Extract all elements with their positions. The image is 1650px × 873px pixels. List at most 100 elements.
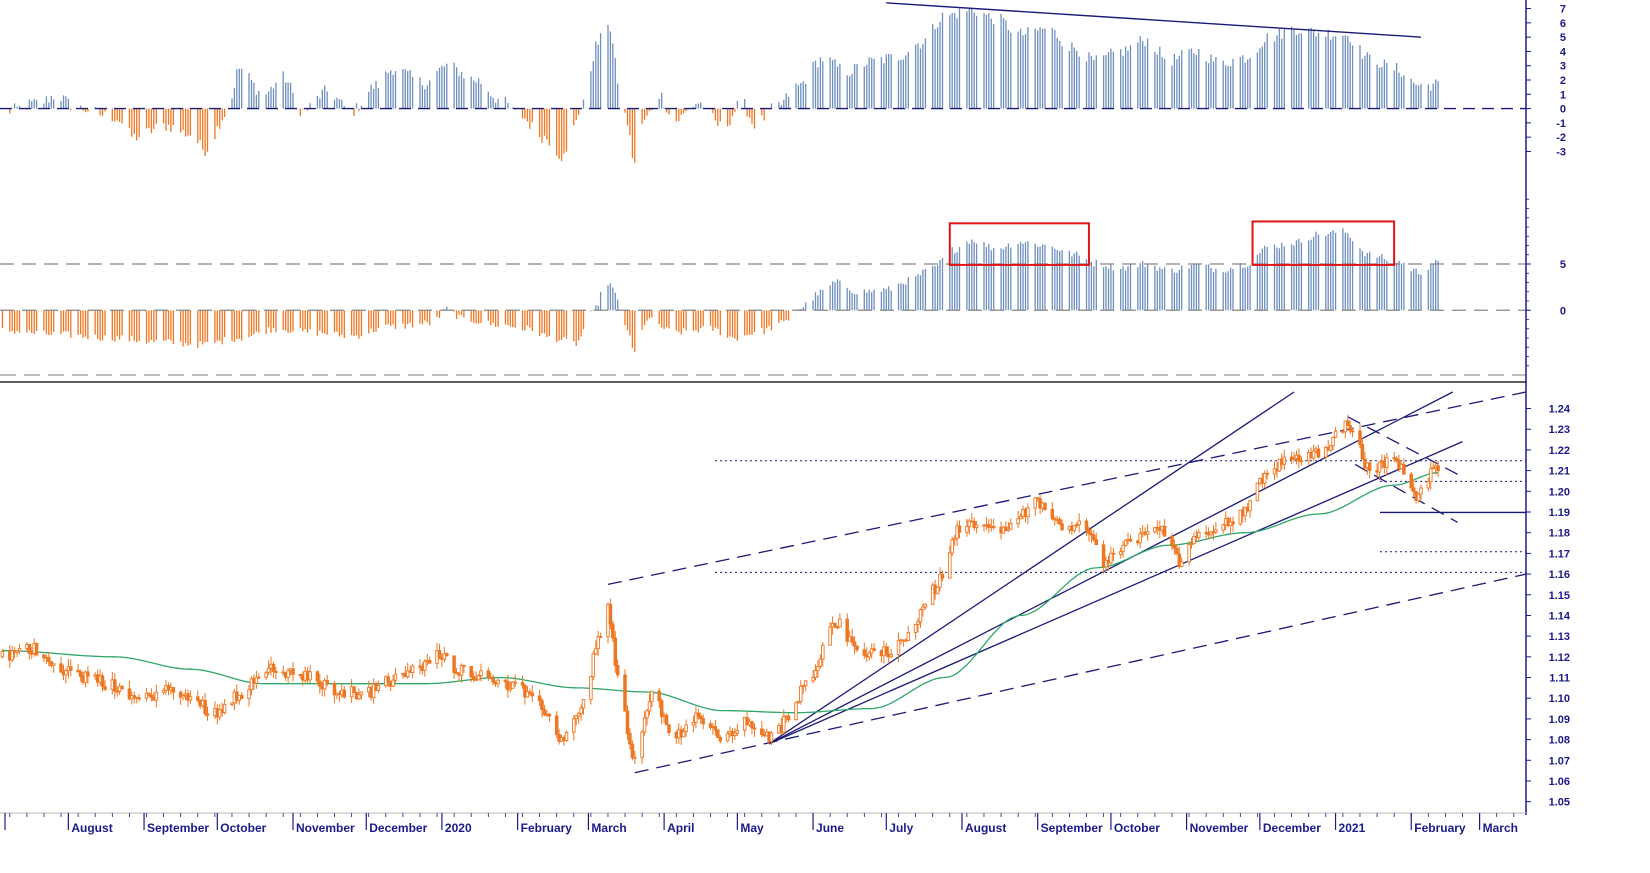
candle-body <box>1177 553 1182 568</box>
candle-body <box>750 721 754 729</box>
candle-body <box>178 691 183 698</box>
candle-body <box>1175 547 1179 555</box>
candle-body <box>1358 430 1362 445</box>
candle-body <box>708 723 713 728</box>
candle-body <box>698 715 703 720</box>
candle-body <box>884 646 889 655</box>
candle-body <box>640 731 644 758</box>
candle-body <box>591 653 596 678</box>
candle-body <box>850 636 854 643</box>
candle-body <box>78 671 83 677</box>
x-month-label: September <box>147 821 209 835</box>
candle-body <box>462 664 466 667</box>
candle-body <box>1084 520 1089 531</box>
candle-body <box>1128 538 1133 542</box>
candle-body <box>181 695 185 698</box>
y-tick-label: 1.06 <box>1549 776 1570 788</box>
candle-body <box>782 716 786 733</box>
candle-body <box>217 709 222 718</box>
candle-body <box>645 710 649 719</box>
candle-body <box>1333 430 1338 438</box>
candle-body <box>17 647 22 652</box>
y-tick-label: 2 <box>1560 75 1566 87</box>
candle-body <box>733 732 737 736</box>
candle-body <box>376 685 381 691</box>
y-tick-label: 1.19 <box>1549 507 1570 519</box>
candle-body <box>1104 559 1108 568</box>
candle-body <box>322 679 327 690</box>
candle-body <box>803 680 808 687</box>
candle-body <box>833 623 837 628</box>
candle-body <box>598 636 603 639</box>
candle-body <box>1197 531 1201 538</box>
candle-body <box>325 679 329 684</box>
candle-body <box>266 667 271 674</box>
highlight-box <box>1251 220 1396 266</box>
candle-body <box>459 664 464 676</box>
candle-body <box>633 756 637 759</box>
candle-body <box>696 712 701 717</box>
candle-body <box>694 712 698 723</box>
trendline <box>768 391 1454 745</box>
candle-body <box>127 688 132 700</box>
candle-body <box>271 663 276 672</box>
y-tick-label: 1.18 <box>1549 528 1570 540</box>
y-tick-label: 1.20 <box>1549 486 1570 498</box>
candle-body <box>1162 525 1167 537</box>
y-tick-label: 1.23 <box>1549 424 1570 436</box>
candle-body <box>1292 457 1296 461</box>
y-tick-label: 0 <box>1560 104 1566 116</box>
candle-body <box>132 695 137 698</box>
candle-body <box>318 680 322 687</box>
y-tick-label: 1.10 <box>1549 693 1570 705</box>
candle-body <box>508 687 513 691</box>
x-month-label: July <box>889 821 913 835</box>
candle-body <box>1077 520 1081 526</box>
candle-body <box>1172 545 1177 549</box>
candle-body <box>410 665 415 673</box>
x-month-label: August <box>965 821 1006 835</box>
y-tick-label: -3 <box>1556 146 1566 158</box>
candle-body <box>1394 458 1399 461</box>
candle-body <box>948 552 952 579</box>
candle-body <box>476 675 481 681</box>
candle-body <box>386 676 390 683</box>
x-month-label: April <box>667 821 694 835</box>
candle-body <box>1343 420 1348 433</box>
y-tick-label: 1.22 <box>1549 445 1570 457</box>
candle-body <box>1299 460 1304 463</box>
candle-body <box>1350 430 1355 433</box>
candle-body <box>1009 523 1013 530</box>
candle-body <box>608 603 613 625</box>
candle-body <box>967 520 972 527</box>
candle-body <box>1346 420 1350 427</box>
candle-body <box>1409 473 1413 489</box>
candle-body <box>1385 457 1389 468</box>
candle-body <box>1111 552 1116 555</box>
x-month-label: February <box>521 821 573 835</box>
x-month-label: February <box>1414 821 1466 835</box>
y-tick-label: 1.08 <box>1549 735 1570 747</box>
candle-body <box>921 606 925 611</box>
candle-body <box>816 665 820 671</box>
candle-body <box>794 702 798 721</box>
candle-body <box>391 679 395 687</box>
candle-body <box>594 648 598 655</box>
x-month-label: March <box>1483 821 1518 835</box>
candle-body <box>274 671 278 673</box>
price-panel <box>0 391 1526 774</box>
candle-body <box>10 650 14 661</box>
candle-body <box>1331 436 1335 447</box>
candle-body <box>1006 528 1011 532</box>
candle-body <box>1094 539 1099 546</box>
candle-body <box>491 678 495 683</box>
candle-body <box>1123 539 1128 546</box>
candle-body <box>923 603 928 608</box>
candle-body <box>42 654 46 659</box>
candle-body <box>530 692 535 697</box>
candle-body <box>437 650 442 659</box>
candle-body <box>149 694 154 698</box>
candle-body <box>845 618 849 642</box>
candle-body <box>1214 529 1218 533</box>
candle-body <box>113 679 117 692</box>
